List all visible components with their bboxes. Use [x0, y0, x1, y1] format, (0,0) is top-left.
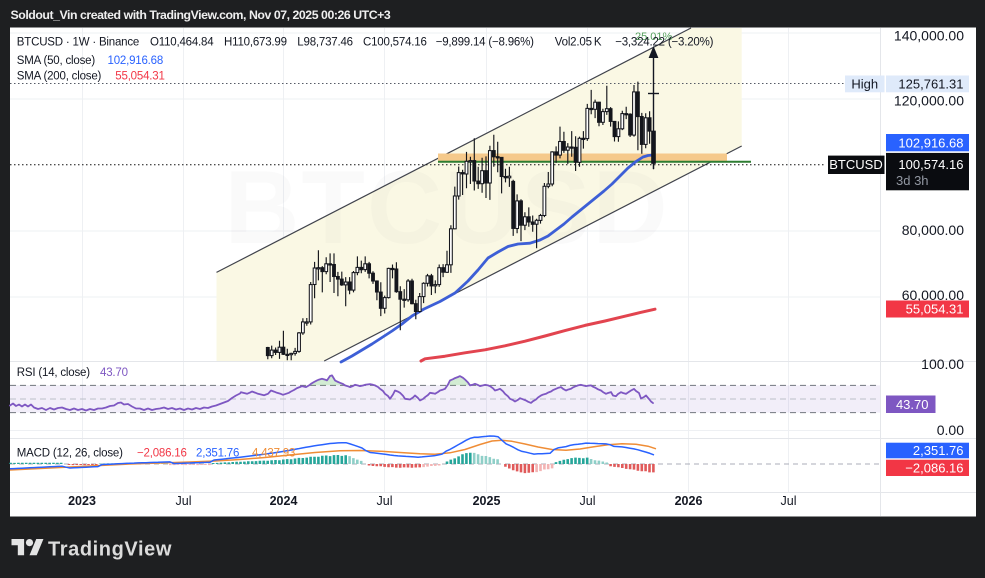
- svg-text:43.70: 43.70: [100, 367, 128, 379]
- svg-text:4,437.93: 4,437.93: [252, 448, 295, 460]
- svg-text:SMA (50, close): SMA (50, close): [17, 55, 96, 67]
- svg-text:Soldout_Vin created with Tradi: Soldout_Vin created with TradingView.com…: [11, 8, 391, 22]
- svg-text:100.00: 100.00: [921, 356, 964, 372]
- svg-text:Jul: Jul: [781, 494, 797, 508]
- svg-text:BTCUSD: BTCUSD: [829, 157, 882, 172]
- svg-text:80,000.00: 80,000.00: [902, 222, 964, 238]
- svg-text:TradingView: TradingView: [48, 539, 172, 561]
- svg-text:100,574.16: 100,574.16: [898, 157, 963, 172]
- svg-text:−2,086.16: −2,086.16: [905, 460, 963, 475]
- svg-text:2026: 2026: [675, 494, 703, 508]
- svg-text:Jul: Jul: [377, 494, 393, 508]
- svg-text:RSI (14, close): RSI (14, close): [17, 367, 90, 379]
- svg-text:43.70: 43.70: [896, 397, 929, 412]
- svg-text:2,351.76: 2,351.76: [196, 448, 239, 460]
- svg-text:125,761.31: 125,761.31: [898, 77, 963, 92]
- svg-text:−2,086.16: −2,086.16: [137, 448, 187, 460]
- svg-text:Vol2.05 K: Vol2.05 K: [555, 36, 602, 48]
- svg-text:3d 3h: 3d 3h: [896, 173, 929, 188]
- svg-text:2023: 2023: [68, 494, 96, 508]
- svg-text:Jul: Jul: [176, 494, 192, 508]
- svg-text:SMA (200, close): SMA (200, close): [17, 71, 102, 83]
- svg-text:C100,574.16: C100,574.16: [363, 36, 427, 48]
- svg-text:120,000.00: 120,000.00: [894, 92, 964, 108]
- svg-text:102,916.68: 102,916.68: [898, 136, 963, 151]
- svg-text:2025: 2025: [473, 494, 501, 508]
- svg-text:102,916.68: 102,916.68: [108, 55, 164, 67]
- svg-text:−9,899.14 (−8.96%): −9,899.14 (−8.96%): [436, 36, 534, 48]
- svg-text:140,000.00: 140,000.00: [894, 27, 964, 43]
- svg-text:55,054.31: 55,054.31: [115, 71, 164, 83]
- svg-text:2,351.76: 2,351.76: [913, 443, 964, 458]
- svg-text:60,000.00: 60,000.00: [902, 287, 964, 303]
- svg-text:Jul: Jul: [580, 494, 596, 508]
- svg-text:H110,673.99: H110,673.99: [224, 36, 287, 48]
- svg-text:MACD (12, 26, close): MACD (12, 26, close): [17, 448, 123, 460]
- svg-text:55,054.31: 55,054.31: [906, 302, 964, 317]
- svg-text:0.00: 0.00: [937, 422, 964, 438]
- svg-text:BTCUSD · 1W · Binance: BTCUSD · 1W · Binance: [17, 36, 139, 48]
- svg-text:−3,324.22 (−3.20%): −3,324.22 (−3.20%): [615, 36, 713, 48]
- svg-text:BTCUSD: BTCUSD: [224, 150, 669, 266]
- svg-text:O110,464.84: O110,464.84: [150, 36, 214, 48]
- svg-text:L98,737.46: L98,737.46: [297, 36, 353, 48]
- svg-text:High: High: [851, 77, 878, 92]
- svg-text:2024: 2024: [270, 494, 298, 508]
- svg-text:25.01%: 25.01%: [635, 31, 673, 43]
